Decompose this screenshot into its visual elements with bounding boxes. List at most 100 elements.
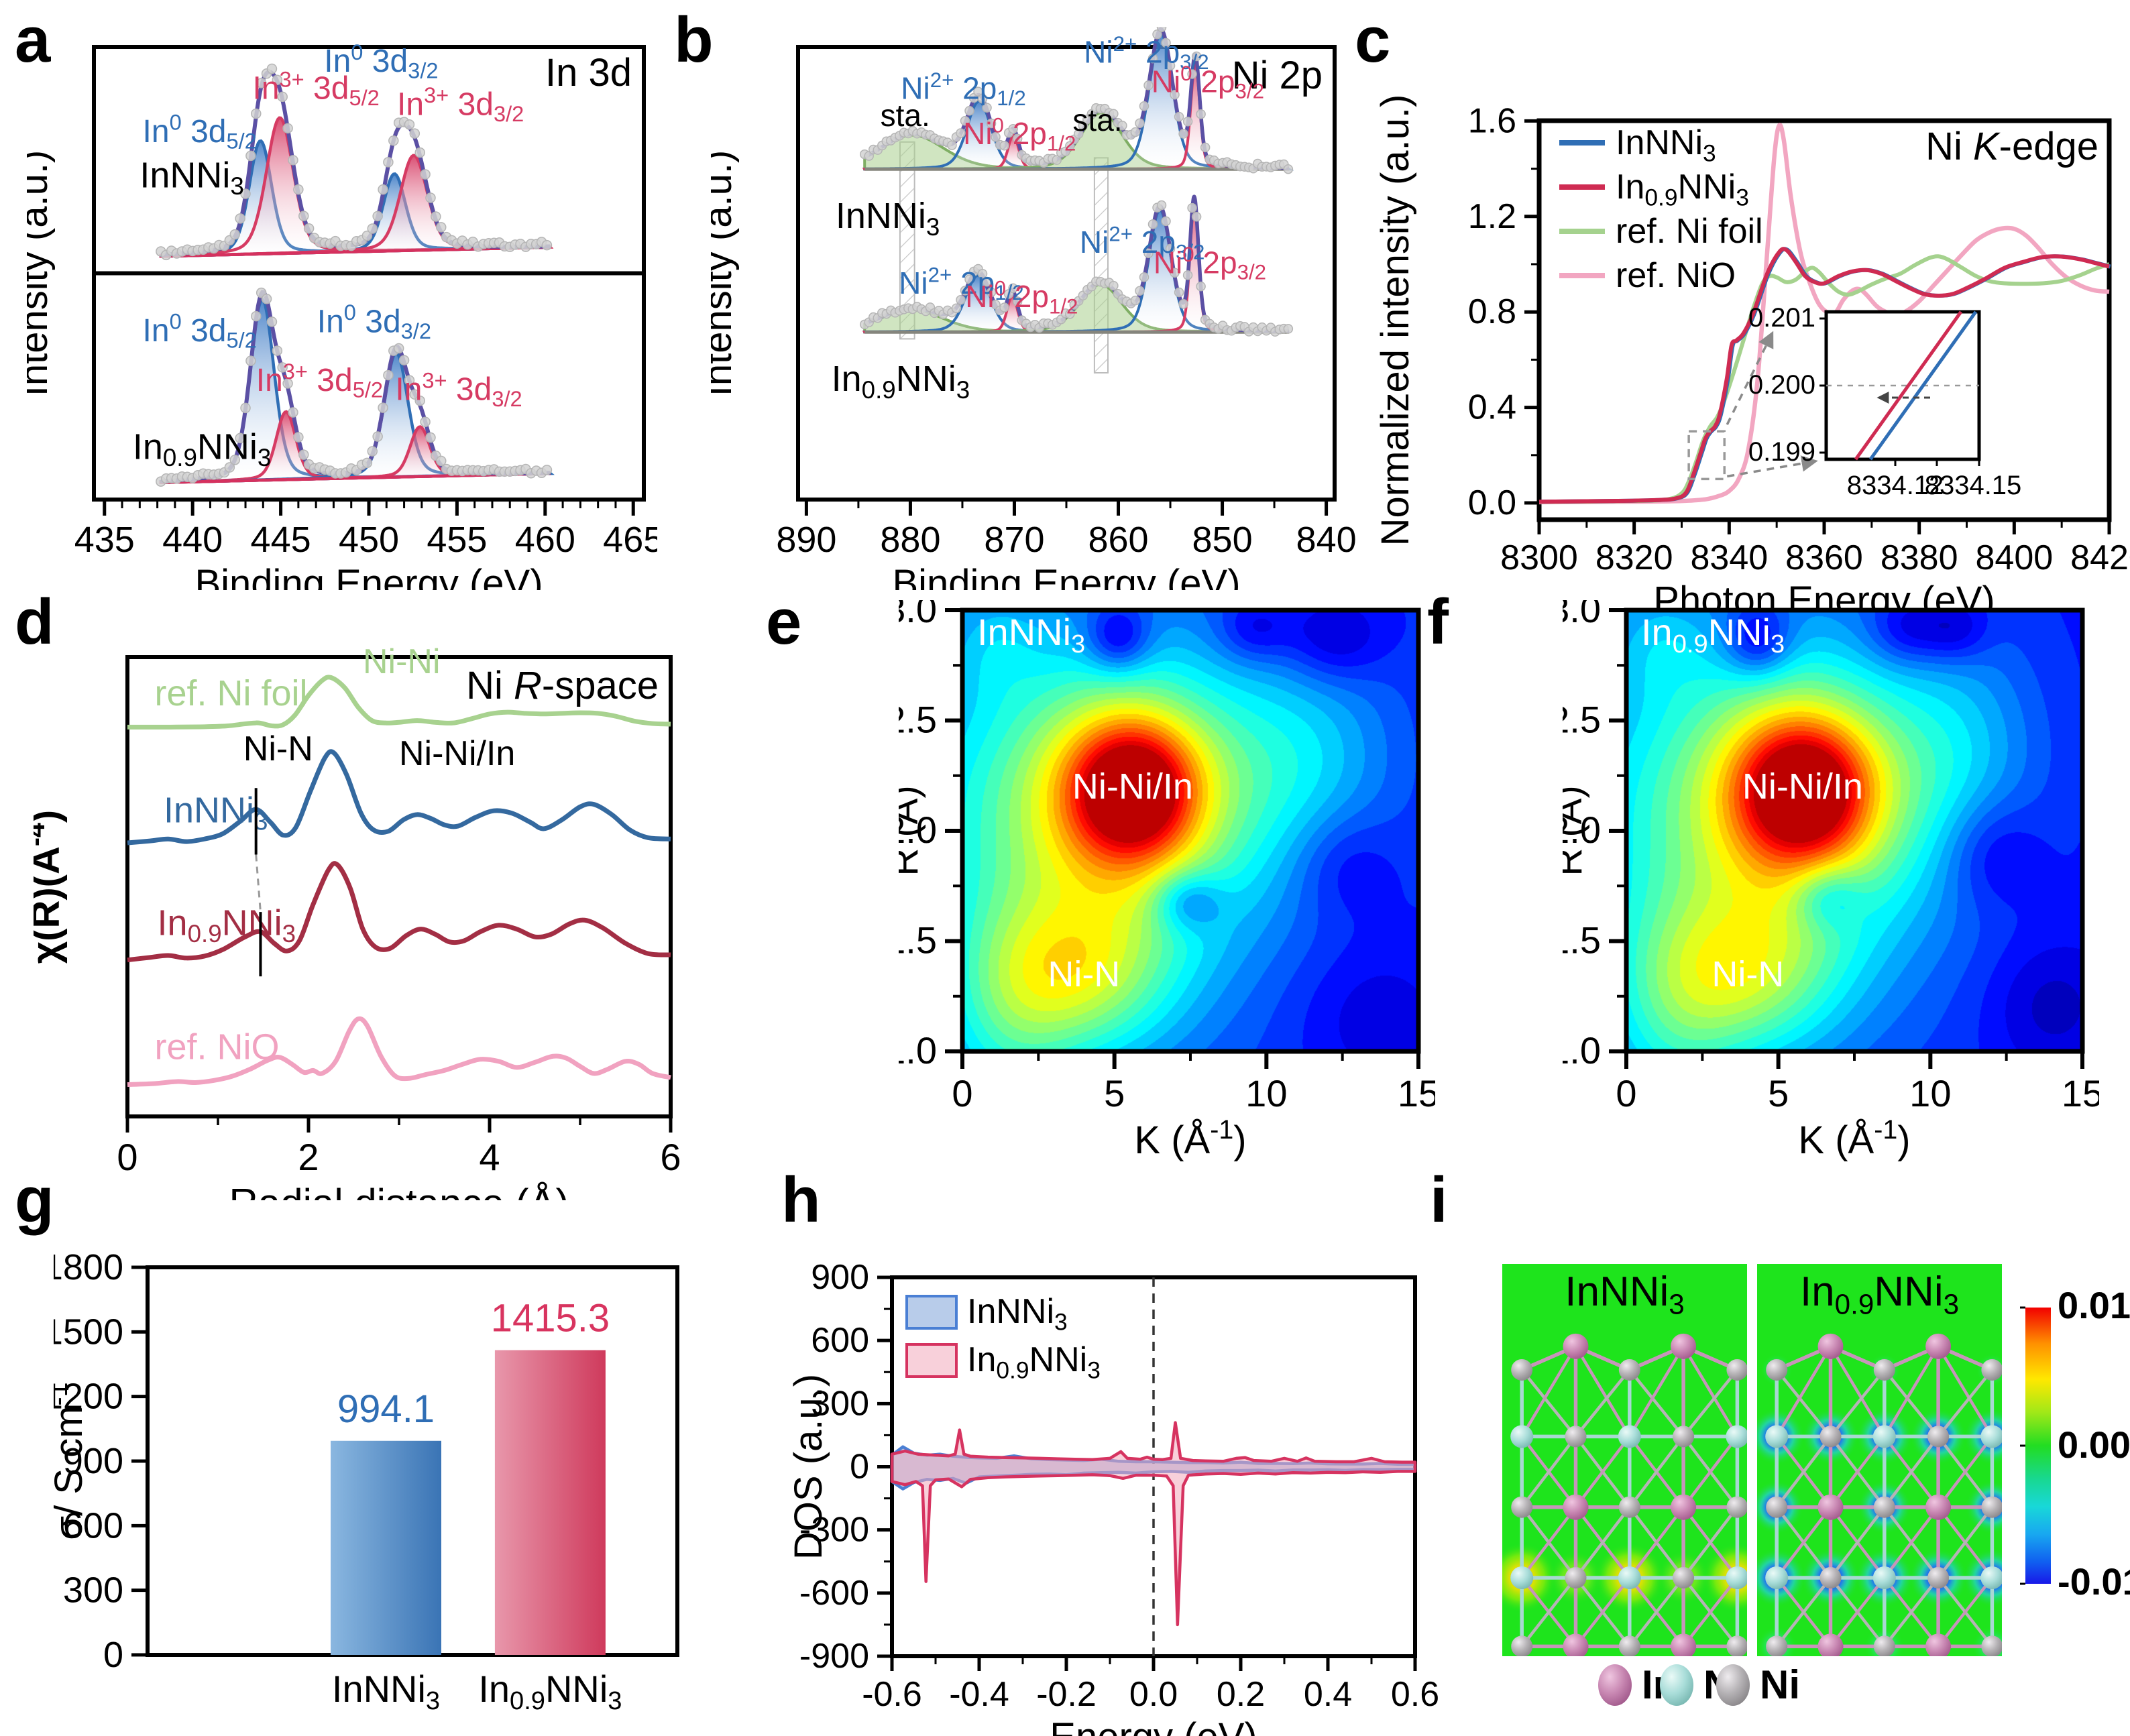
label: 455 — [427, 520, 487, 560]
label: 890 — [776, 520, 836, 560]
label: 4 — [479, 1136, 500, 1178]
satellite-hatch-boxes — [899, 141, 1109, 373]
peak-label: sta. — [881, 98, 930, 133]
atom-In — [1817, 1494, 1844, 1520]
peak-label: In3+ 3d5/2 — [256, 359, 383, 402]
axes: 890 880 870 860 850 840 Binding Energy (eV) Int… — [711, 45, 1357, 590]
axes: 0 2 4 6 Radial distance (Å) χ(R)(Å-4) Ni R-spa… — [34, 655, 681, 1200]
hatch-box — [1093, 157, 1109, 373]
label: 8300 — [1500, 538, 1578, 577]
legend-label: InNNi3 — [1616, 123, 1716, 166]
colorbar-gradient — [2025, 1308, 2051, 1584]
annotation: Ni-N — [1048, 954, 1120, 994]
spectrum-name: InNNi3 — [139, 155, 243, 200]
wavelet-contour-canvas-e — [964, 612, 1416, 1049]
bar-value: 1415.3 — [491, 1297, 610, 1340]
atom-Ni — [1618, 1358, 1640, 1381]
label: 0 — [1616, 1072, 1636, 1114]
label: 860 — [1088, 520, 1148, 560]
label: 5 — [1768, 1072, 1789, 1114]
legend-label: In0.9NNi3 — [1616, 168, 1749, 211]
label: 1.0 — [899, 1029, 937, 1072]
label: Binding Energy (eV) — [194, 562, 543, 590]
label: -300 — [799, 1511, 869, 1550]
spectrum-name: In0.9NNi3 — [832, 359, 970, 404]
atom-Ni — [1873, 1496, 1895, 1518]
label: 15 — [2062, 1072, 2099, 1114]
curves: ref. Ni foil InNNi3 In0.9NNi3 ref. NiO Ni-Ni… — [127, 642, 671, 1087]
annotation: Ni-Ni/In — [1072, 766, 1193, 807]
atom-Ni — [1927, 1426, 1950, 1448]
colorbar-label: 0.00 — [2058, 1424, 2130, 1466]
peak-label: sta. — [1072, 103, 1122, 137]
atom-N — [1726, 1425, 1747, 1448]
label: 15 — [1398, 1072, 1435, 1114]
curve-refNiO — [127, 1016, 671, 1087]
label: K (Å-1) — [1798, 1115, 1910, 1162]
atoms — [1765, 1333, 2002, 1656]
series — [890, 1421, 1417, 1627]
label: K (Å-1) — [1134, 1115, 1246, 1162]
label: 600 — [63, 1505, 123, 1546]
atom-Ni — [1618, 1496, 1640, 1518]
peak-label: In0 3d3/2 — [317, 300, 431, 343]
label: χ(R)(Å-4) — [34, 810, 68, 964]
label: DOS (a.u.) — [791, 1374, 830, 1560]
atom-In — [1563, 1633, 1589, 1656]
label: 0.6 — [1391, 1675, 1439, 1714]
label: 1.0 — [1563, 1029, 1601, 1072]
plot-frame — [960, 607, 1421, 1054]
atom-Ni — [1726, 1358, 1747, 1381]
atom-N — [1765, 1425, 1789, 1448]
curve-In09NNi3 — [127, 861, 671, 963]
legend-sphere-In — [1598, 1664, 1632, 1706]
curve-refNifoil — [127, 675, 671, 730]
atom-Ni — [1873, 1358, 1895, 1381]
atom-Ni — [1766, 1496, 1788, 1518]
label: 1500 — [54, 1312, 123, 1352]
label: 2.5 — [1563, 699, 1601, 741]
atoms — [1510, 1333, 1747, 1656]
label: 0.4 — [1468, 388, 1516, 427]
atom-In — [1563, 1333, 1589, 1359]
atom-legend: InNNi — [1598, 1662, 1800, 1707]
label: 3.0 — [899, 600, 937, 630]
curve-label: In0.9NNi3 — [158, 903, 296, 947]
label: 460 — [515, 520, 575, 560]
wavelet-contour-axes-f: 0 5 10 15 1.0 1.5 2.0 2.5 3.0 K (Å-1) R (Å) In0.9NN… — [1563, 600, 2099, 1162]
axes: 435 440 445 450 455 460 465 Binding Energy (eV)… — [27, 45, 657, 590]
panel-letter-g: g — [15, 1164, 54, 1236]
label: 1.5 — [1563, 919, 1601, 962]
peak-label: Ni0 2p1/2 — [963, 114, 1076, 156]
inset-ytick: 0.199 — [1748, 437, 1815, 467]
spectrum-name: In0.9NNi3 — [133, 426, 272, 471]
spectrum-name: InNNi3 — [836, 196, 940, 241]
atom-Ni — [1981, 1635, 2002, 1656]
label: 1200 — [54, 1377, 123, 1417]
panel-letter-i: i — [1430, 1164, 1448, 1236]
label: 0.8 — [1468, 292, 1516, 331]
legend-label: In0.9NNi3 — [967, 1340, 1101, 1383]
spectrum-1: In0 3d5/2 In3+ 3d5/2 In0 3d3/2 In3+ 3d3/2 In… — [133, 287, 555, 487]
atom-Ni — [1981, 1358, 2002, 1381]
label: 0.2 — [1217, 1675, 1265, 1714]
label: 2.0 — [899, 809, 937, 851]
annotations: InNNi3 Ni-Ni/In Ni-N — [977, 611, 1193, 994]
label: Intensity (a.u.) — [27, 150, 56, 396]
curve-label: InNNi3 — [164, 791, 268, 835]
peak-label: Ni0 2p3/2 — [1152, 62, 1264, 103]
annotation: Ni-Ni — [363, 642, 441, 681]
peak-label: In3+ 3d3/2 — [397, 82, 524, 126]
wavelet-contour-canvas-f — [1628, 612, 2080, 1049]
axes: 0 5 10 15 1.0 1.5 2.0 2.5 3.0 K (Å-1) R (Å) — [899, 600, 1435, 1162]
label: Binding Energy (eV) — [892, 562, 1240, 590]
xps-ni2p-chart: 890 880 870 860 850 840 Binding Energy (eV) Int… — [711, 27, 1357, 590]
colorbar-label: 0.01 — [2058, 1284, 2130, 1326]
panel-name: InNNi3 — [977, 611, 1085, 658]
